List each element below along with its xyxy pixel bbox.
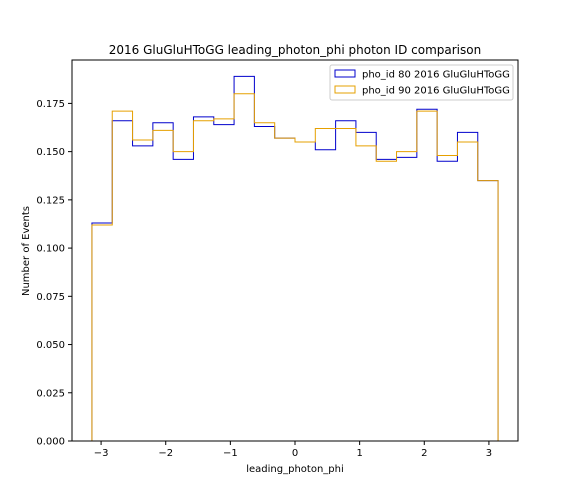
x-tick-label: 1: [356, 448, 362, 459]
x-tick-label: −3: [94, 448, 109, 459]
series-2-outline: [91, 93, 499, 441]
x-tick-label: 0: [292, 448, 298, 459]
y-tick-label: 0.175: [36, 99, 65, 110]
y-axis-label: Number of Events: [21, 206, 32, 296]
legend-box: [329, 64, 514, 101]
y-tick-label: 0.000: [36, 437, 65, 448]
y-tick-label: 0.150: [36, 147, 65, 158]
x-tick-label: 3: [486, 448, 492, 459]
y-tick-label: 0.100: [36, 244, 65, 255]
y-tick-label: 0.075: [36, 292, 65, 303]
x-tick-label: −2: [158, 448, 173, 459]
legend-label-1: pho_id 80 2016 GluGluHToGG: [362, 70, 510, 81]
y-tick-label: 0.025: [36, 388, 65, 399]
chart-title: 2016 GluGluHToGG leading_photon_phi phot…: [109, 43, 481, 57]
x-axis: −3 −2 −1 0 1 2 3: [94, 441, 492, 459]
plot-frame: [71, 59, 519, 442]
plot-area: [71, 59, 519, 442]
y-axis: 0.000 0.025 0.050 0.075 0.100 0.125 0.150 0.175: [36, 99, 72, 448]
y-tick-label: 0.125: [36, 195, 65, 206]
x-tick-label: −1: [223, 448, 238, 459]
legend-label-2: pho_id 90 2016 GluGluHToGG: [362, 86, 510, 97]
legend-swatch-1: [334, 69, 356, 78]
legend: pho_id 80 2016 GluGluHToGG pho_id 90 2016…: [329, 64, 514, 101]
y-tick-label: 0.050: [36, 340, 65, 351]
x-axis-label: leading_photon_phi: [246, 464, 344, 475]
x-tick-label: 2: [421, 448, 427, 459]
legend-swatch-2: [334, 85, 356, 94]
